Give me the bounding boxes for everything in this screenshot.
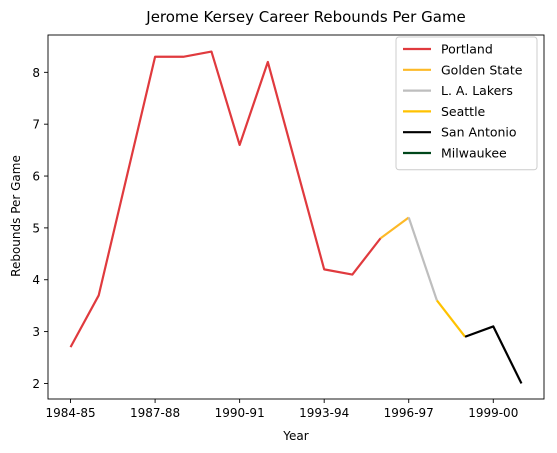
x-tick-label: 1993-94	[299, 406, 349, 420]
legend-label: Portland	[441, 42, 493, 57]
plot-frame	[47, 34, 545, 400]
legend-label: San Antonio	[441, 125, 517, 140]
series-line-seattle	[436, 299, 466, 338]
x-tick-label: 1990-91	[215, 406, 265, 420]
series-line-san-antonio	[464, 325, 523, 384]
legend-label: Golden State	[441, 62, 523, 77]
series-layer	[69, 50, 523, 384]
y-tick-label: 5	[32, 221, 40, 235]
y-tick-label: 6	[32, 170, 40, 184]
y-tick-label: 7	[32, 118, 40, 132]
x-tick-label: 1987-88	[130, 406, 180, 420]
y-tick-label: 8	[32, 66, 40, 80]
legend-label: Seattle	[441, 104, 486, 119]
x-tick-label: 1984-85	[45, 406, 95, 420]
series-line-portland	[69, 50, 382, 348]
x-tick-label: 1996-97	[384, 406, 434, 420]
legend-box	[395, 36, 538, 171]
chart-title: Jerome Kersey Career Rebounds Per Game	[145, 8, 465, 26]
x-axis-label: Year	[282, 429, 308, 443]
series-line-golden-state	[379, 216, 410, 240]
x-tick-label: 1999-00	[468, 406, 518, 420]
series-line-l-a-lakers	[407, 217, 438, 301]
y-tick-label: 3	[32, 325, 40, 339]
y-tick-label: 4	[32, 273, 40, 287]
y-tick-label: 2	[32, 377, 40, 391]
legend-label: L. A. Lakers	[441, 83, 513, 98]
legend: Portland Golden State L. A. Lakers Seattle S…	[395, 36, 538, 171]
legend-label: Milwaukee	[441, 146, 507, 161]
y-axis-label: Rebounds Per Game	[9, 155, 23, 277]
axes-layer: 1984-85 1987-88 1990-91 1993-94 1996-97 1999-…	[32, 34, 545, 420]
